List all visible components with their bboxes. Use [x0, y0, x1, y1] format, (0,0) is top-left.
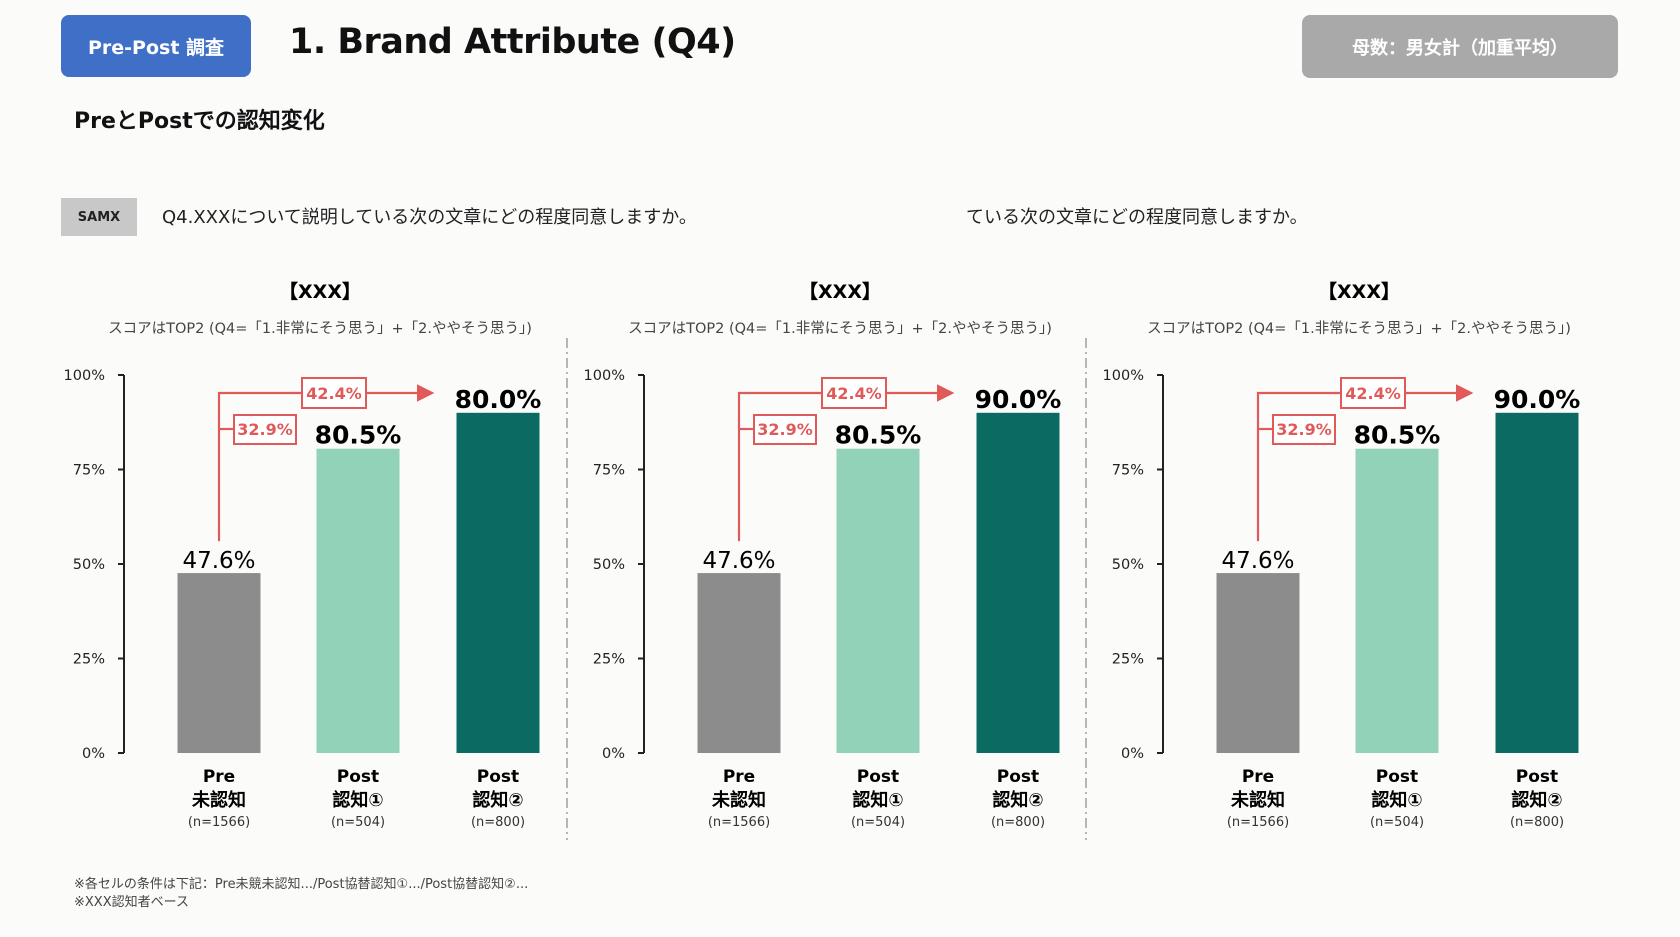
y-tick-label: 100% [64, 368, 105, 384]
bar-value-label: 80.5% [835, 421, 922, 450]
bar-value-label: 47.6% [1221, 548, 1294, 574]
chart-title: 【XXX】 [279, 280, 361, 303]
y-tick-label: 25% [1112, 652, 1144, 668]
section-subtitle: PreとPostでの認知変化 [74, 109, 325, 134]
category-n: (n=800) [991, 815, 1045, 830]
category-label: 認知② [1511, 789, 1562, 811]
bar-0 [1216, 573, 1300, 753]
sample-base-badge: 母数：男女計（加重平均） [1302, 15, 1618, 78]
category-n: (n=1566) [708, 815, 770, 830]
category-n: (n=800) [471, 815, 525, 830]
chart-subtitle: スコアはTOP2 (Q4=「1.非常にそう思う」+「2.ややそう思う」) [108, 320, 532, 337]
y-tick-label: 0% [82, 746, 105, 762]
question-text: Q4.XXXについて説明している次の文章にどの程度同意しますか。 [162, 207, 697, 228]
delta-box [1340, 377, 1406, 409]
y-tick-label: 75% [593, 463, 625, 479]
bar-2 [456, 412, 540, 753]
bar-0 [177, 573, 261, 753]
y-tick-label: 50% [73, 557, 105, 573]
category-label: Post [1516, 767, 1558, 787]
category-n: (n=1566) [1227, 815, 1289, 830]
bar-2 [976, 412, 1060, 753]
delta-label: 42.4% [826, 384, 882, 403]
category-label: 未認知 [712, 789, 766, 811]
bar-value-label: 47.6% [182, 548, 255, 574]
bar-value-label: 80.5% [1354, 421, 1441, 450]
chart-subtitle: スコアはTOP2 (Q4=「1.非常にそう思う」+「2.ややそう思う」) [628, 320, 1052, 337]
category-label: 認知② [992, 789, 1043, 811]
bar-value-label: 47.6% [702, 548, 775, 574]
y-tick-label: 25% [73, 652, 105, 668]
delta-label: 32.9% [237, 420, 293, 439]
y-tick-label: 25% [593, 652, 625, 668]
category-label: Pre [1242, 767, 1274, 787]
category-label: 認知① [1371, 789, 1422, 811]
question-type-tag: SAMX [61, 198, 137, 236]
category-label: 認知② [472, 789, 523, 811]
category-label: Post [337, 767, 379, 787]
category-n: (n=504) [1370, 815, 1424, 830]
category-label: Post [1376, 767, 1418, 787]
category-label: Post [477, 767, 519, 787]
category-label: Post [857, 767, 899, 787]
bar-0 [697, 573, 781, 753]
category-n: (n=800) [1510, 815, 1564, 830]
delta-label: 42.4% [306, 384, 362, 403]
y-tick-label: 100% [584, 368, 625, 384]
bar-1 [1355, 448, 1439, 753]
chart-subtitle: スコアはTOP2 (Q4=「1.非常にそう思う」+「2.ややそう思う」) [1147, 320, 1571, 337]
chart-title: 【XXX】 [799, 280, 881, 303]
bar-value-label: 80.0% [455, 385, 542, 414]
bar-value-label: 90.0% [1494, 385, 1581, 414]
bar-1 [316, 448, 400, 753]
delta-box [821, 377, 887, 409]
bar-1 [836, 448, 920, 753]
delta-box [753, 414, 817, 445]
y-tick-label: 100% [1103, 368, 1144, 384]
delta-box [1272, 414, 1336, 445]
category-label: 未認知 [1231, 789, 1285, 811]
category-n: (n=504) [851, 815, 905, 830]
y-tick-label: 75% [73, 463, 105, 479]
bar-value-label: 90.0% [975, 385, 1062, 414]
category-label: Pre [723, 767, 755, 787]
page-title: 1. Brand Attribute (Q4) [289, 22, 736, 62]
category-label: Pre [203, 767, 235, 787]
y-tick-label: 0% [602, 746, 625, 762]
delta-box [233, 414, 297, 445]
category-label: 未認知 [192, 789, 246, 811]
bar-value-label: 80.5% [315, 421, 402, 450]
bar-2 [1495, 412, 1579, 753]
category-label: Post [997, 767, 1039, 787]
chart-title: 【XXX】 [1318, 280, 1400, 303]
y-tick-label: 0% [1121, 746, 1144, 762]
footnote-base: ※XXX認知者ベース [74, 895, 189, 910]
survey-type-badge: Pre-Post 調査 [61, 15, 251, 77]
delta-label: 32.9% [1276, 420, 1332, 439]
delta-label: 42.4% [1345, 384, 1401, 403]
footnote-conditions: ※各セルの条件は下記：Pre未競未認知.../Post協替認知①.../Post… [74, 877, 529, 892]
question-text-overlay: ている次の文章にどの程度同意しますか。 [966, 207, 1308, 228]
delta-label: 32.9% [757, 420, 813, 439]
y-tick-label: 75% [1112, 463, 1144, 479]
delta-box [301, 377, 367, 409]
category-n: (n=504) [331, 815, 385, 830]
category-n: (n=1566) [188, 815, 250, 830]
category-label: 認知① [852, 789, 903, 811]
category-label: 認知① [332, 789, 383, 811]
y-tick-label: 50% [593, 557, 625, 573]
y-tick-label: 50% [1112, 557, 1144, 573]
